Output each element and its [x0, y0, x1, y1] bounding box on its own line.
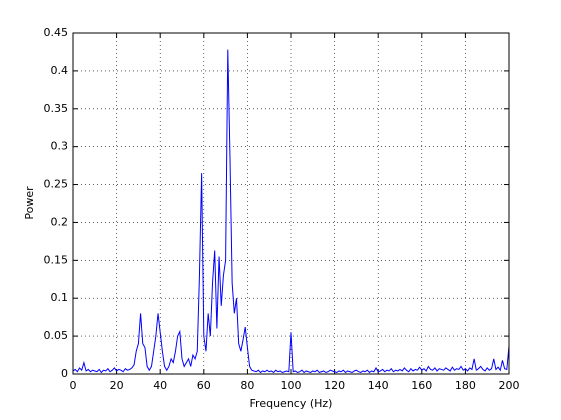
y-tick-label: 0.1 [51, 291, 69, 304]
x-axis-label: Frequency (Hz) [250, 397, 333, 410]
y-tick-label: 0.15 [44, 253, 69, 266]
y-tick-label: 0.05 [44, 329, 69, 342]
x-tick-label: 200 [499, 379, 520, 392]
y-tick-label: 0.4 [51, 64, 69, 77]
plot-area [73, 33, 509, 374]
axes-box [72, 32, 510, 375]
y-tick-label: 0.35 [44, 102, 69, 115]
x-tick-label: 0 [70, 379, 77, 392]
x-tick-label: 160 [411, 379, 432, 392]
y-tick-label: 0.2 [51, 215, 69, 228]
y-tick-label: 0 [61, 367, 68, 380]
x-tick-label: 20 [110, 379, 124, 392]
y-axis-label: Power [23, 186, 36, 220]
x-tick-label: 80 [240, 379, 254, 392]
y-tick-label: 0.3 [51, 140, 69, 153]
x-tick-label: 180 [455, 379, 476, 392]
x-tick-label: 40 [153, 379, 167, 392]
x-tick-label: 120 [324, 379, 345, 392]
y-tick-label: 0.25 [44, 178, 69, 191]
x-tick-label: 140 [368, 379, 389, 392]
data-line [72, 49, 510, 374]
x-tick-label: 100 [281, 379, 302, 392]
x-tick-label: 60 [197, 379, 211, 392]
y-tick-label: 0.45 [44, 26, 69, 39]
